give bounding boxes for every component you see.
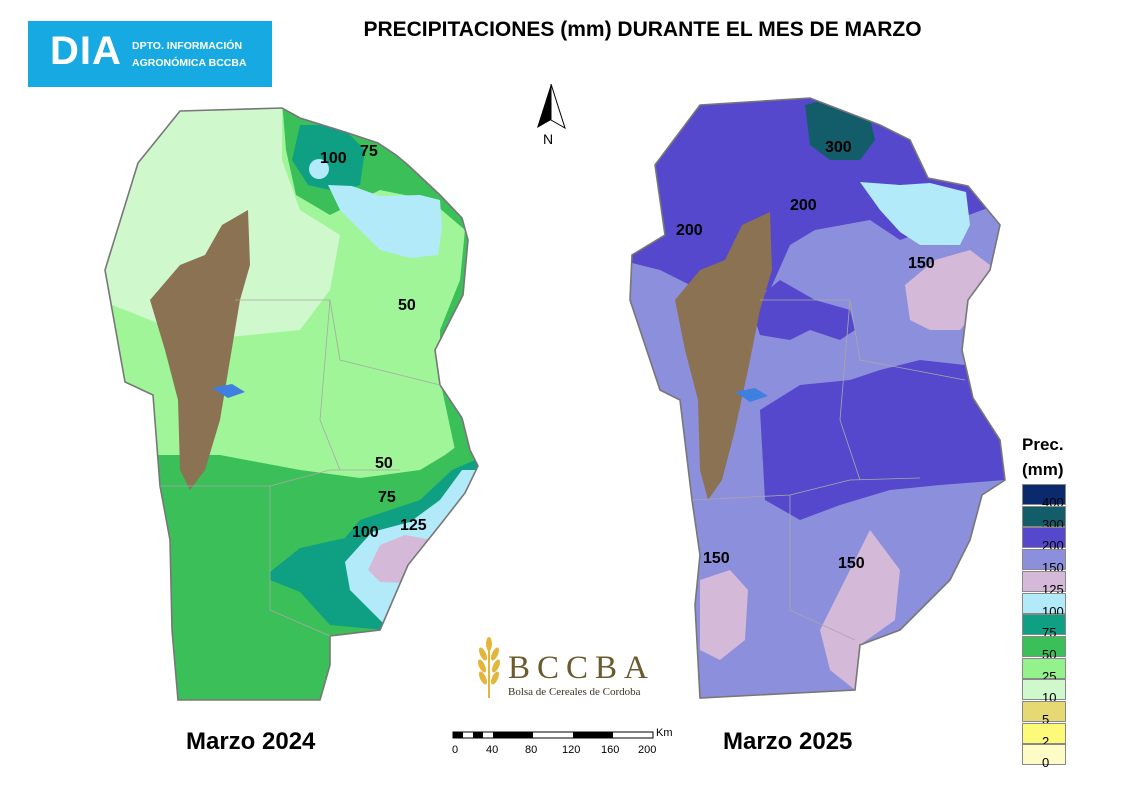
province-outline <box>104 107 479 701</box>
isohyet-label: 50 <box>375 455 393 472</box>
scale-tick-label: 120 <box>562 744 581 756</box>
scale-bar <box>452 731 654 739</box>
legend-label: 0 <box>1042 755 1050 771</box>
lake-icon <box>735 388 768 402</box>
legend-swatch <box>1022 679 1066 701</box>
zone-200-center <box>750 280 855 340</box>
zone-75-north <box>292 125 365 192</box>
wheat-icon <box>477 637 501 698</box>
legend-swatch <box>1022 527 1066 549</box>
isohyet-label: 150 <box>838 555 865 572</box>
scale-tick-label: 80 <box>525 744 538 756</box>
isohyet-label: 125 <box>400 517 427 534</box>
page-title: PRECIPITACIONES (mm) DURANTE EL MES DE M… <box>363 18 922 41</box>
legend-swatch <box>1022 701 1066 722</box>
legend-swatch <box>1022 505 1066 527</box>
scale-tick-label: 160 <box>601 744 620 756</box>
isohyet-label: 150 <box>703 550 730 567</box>
dia-logo-text: DIA <box>50 29 122 73</box>
legend-swatch <box>1022 614 1066 636</box>
lake-mar-chiquita-area <box>860 182 970 245</box>
isohyet-label: 150 <box>908 255 935 272</box>
legend-swatch <box>1022 722 1066 744</box>
map-label-2024: Marzo 2024 <box>186 728 316 755</box>
province-outline <box>629 97 1006 699</box>
legend-title-line2: (mm) <box>1022 460 1064 479</box>
isohyet-label: 75 <box>360 143 378 160</box>
isohyet-label: 100 <box>320 150 347 167</box>
lake-mar-chiquita-area <box>328 185 442 258</box>
isohyet-label: 300 <box>825 139 852 156</box>
legend-title-line1: Prec. <box>1022 435 1064 454</box>
legend-swatch <box>1022 744 1066 766</box>
mountains-area <box>675 212 772 500</box>
scale-tick-label: 0 <box>452 744 459 756</box>
mountains-area <box>150 210 250 490</box>
zone-125-south <box>820 530 900 690</box>
department-boundaries <box>691 299 966 641</box>
zone-100-north <box>309 159 329 179</box>
bccba-logo-text: BCCBA <box>508 650 655 686</box>
isohyet-label: 200 <box>676 222 703 239</box>
legend-swatch <box>1022 635 1066 657</box>
scale-tick-label: 40 <box>486 744 499 756</box>
legend-title: Prec. (mm) <box>1022 432 1064 482</box>
legend-swatch <box>1022 484 1066 505</box>
dia-logo-subtitle: DPTO. INFORMACIÓN AGRONÓMICA BCCBA <box>132 38 247 72</box>
map-label-2025: Marzo 2025 <box>723 728 853 755</box>
legend-swatch <box>1022 592 1066 614</box>
scale-unit: Km <box>656 727 673 739</box>
legend-label: 2 <box>1042 733 1050 749</box>
map-marzo-2025: 300 200 200 150 150 150 <box>629 97 1006 699</box>
legend-swatch <box>1022 657 1066 679</box>
legend-swatch <box>1022 570 1066 592</box>
dia-logo-line2: AGRONÓMICA BCCBA <box>132 57 247 69</box>
zone-200-south-east <box>760 360 1005 520</box>
north-arrow-icon <box>537 84 566 130</box>
map-marzo-2024: 75 100 50 50 75 100 125 <box>104 107 479 701</box>
lake-icon <box>212 384 245 398</box>
north-arrow-label: N <box>543 131 554 147</box>
isohyet-label: 50 <box>398 297 416 314</box>
zone-125-southwest <box>700 570 748 660</box>
legend-swatch <box>1022 549 1066 571</box>
dia-logo: DIA DPTO. INFORMACIÓN AGRONÓMICA BCCBA <box>28 21 272 87</box>
department-boundaries <box>160 299 441 637</box>
scale-tick-label: 200 <box>638 744 657 756</box>
dia-logo-line1: DPTO. INFORMACIÓN <box>132 40 243 52</box>
isohyet-label: 75 <box>378 489 396 506</box>
legend-label: 5 <box>1042 712 1050 727</box>
isohyet-label: 200 <box>790 197 817 214</box>
isohyet-label: 100 <box>352 524 379 541</box>
zone-10 <box>105 108 340 340</box>
bccba-logo-subtitle: Bolsa de Cereales de Cordoba <box>508 686 641 698</box>
